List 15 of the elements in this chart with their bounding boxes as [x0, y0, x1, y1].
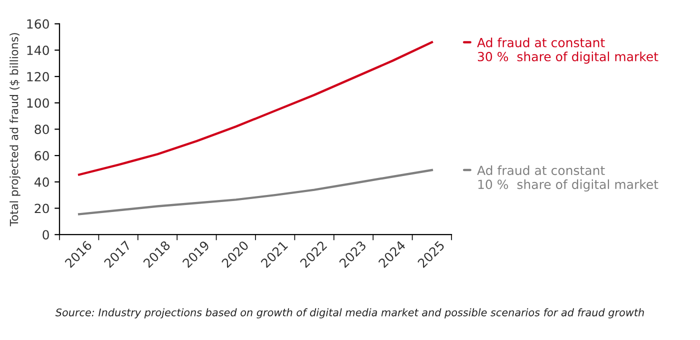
y-tick-label: 60	[34, 151, 49, 160]
y-tick-label: 0	[42, 230, 49, 240]
y-tick-label: 80	[34, 124, 49, 134]
line-series	[78, 41, 434, 176]
y-tick-label: 100	[27, 98, 49, 108]
y-tick-label: 40	[34, 177, 49, 187]
y-tick-label: 160	[27, 19, 49, 29]
legend-label: Ad fraud at constant 10 % share of digital market	[477, 165, 658, 192]
line-series	[78, 168, 434, 216]
y-tick-label: 120	[27, 72, 49, 82]
y-tick-label: 20	[34, 204, 49, 214]
source-note: Source: Industry projections based on growth of digital media market and possible scenarios for ad fraud growth	[55, 308, 644, 318]
legend-label: Ad fraud at constant 30 % share of digital market	[477, 38, 658, 64]
y-tick-label: 140	[27, 46, 49, 56]
y-axis-title: Total projected ad fraud ($ billions)	[10, 33, 20, 226]
